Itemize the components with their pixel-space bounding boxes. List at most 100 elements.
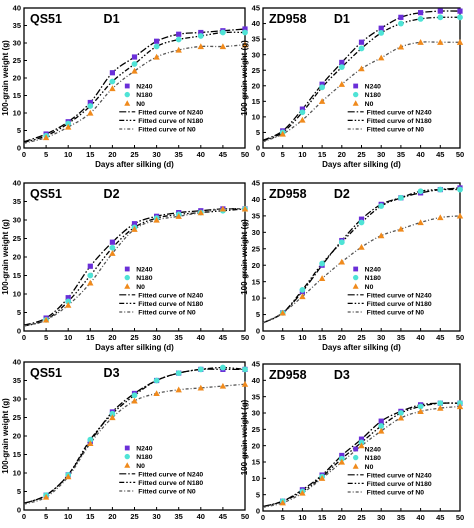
- data-point-n180: [197, 366, 204, 373]
- x-tick-label: 0: [22, 150, 26, 159]
- legend-marker-n240: [353, 266, 359, 272]
- chart-panel-zd958-d3: 05101520253035404550051015202530354045Da…: [240, 360, 464, 528]
- data-point-n180: [109, 410, 116, 417]
- data-point-n0: [131, 226, 138, 232]
- data-point-n0: [87, 440, 94, 446]
- x-tick-label: 50: [241, 512, 249, 521]
- y-axis-label: 100-grain weight (g): [240, 219, 249, 295]
- fitted-curve-n0: [262, 215, 461, 324]
- data-point-n180: [338, 239, 345, 246]
- data-point-n0: [42, 134, 50, 141]
- x-tick-label: 10: [298, 150, 306, 159]
- data-point-n240: [131, 221, 138, 227]
- x-tick-label: 45: [219, 333, 227, 342]
- data-point-n0: [456, 403, 464, 410]
- data-point-n0: [397, 43, 405, 50]
- data-point-n240: [358, 216, 365, 222]
- y-tick-label: 15: [252, 277, 260, 286]
- data-point-n0: [456, 39, 464, 45]
- x-tick-label: 15: [86, 512, 94, 521]
- data-point-n0: [338, 81, 345, 87]
- data-point-n0: [109, 414, 116, 421]
- legend-label: Fitted curve of N0: [367, 127, 425, 134]
- legend-marker-n240: [124, 83, 130, 89]
- legend-marker-n240: [124, 445, 130, 451]
- data-point-n0: [318, 98, 326, 104]
- y-tick-label: 35: [252, 211, 260, 220]
- x-tick-label: 20: [108, 150, 116, 159]
- legend-marker-n240: [353, 446, 359, 452]
- data-point-n240: [418, 10, 424, 16]
- x-tick-label: 30: [377, 150, 385, 159]
- x-tick-label: 20: [108, 333, 116, 342]
- data-point-n180: [220, 29, 226, 36]
- legend-marker-n180: [352, 274, 359, 281]
- data-point-n0: [338, 458, 345, 465]
- legend-label: Fitted curve of N240: [138, 109, 203, 116]
- plot-frame: [23, 7, 246, 149]
- data-point-n240: [358, 436, 365, 442]
- data-point-n240: [154, 38, 160, 44]
- data-point-n240: [87, 99, 93, 106]
- data-point-n0: [42, 493, 50, 500]
- data-point-n240: [378, 25, 384, 31]
- data-point-n0: [358, 65, 365, 72]
- data-point-n0: [65, 301, 72, 308]
- data-point-n0: [219, 43, 227, 50]
- data-point-n240: [131, 54, 138, 60]
- legend-label: Fitted curve of N180: [138, 118, 203, 125]
- data-point-n0: [175, 213, 182, 219]
- y-tick-label: 0: [256, 507, 260, 516]
- y-tick-label: 30: [252, 409, 260, 418]
- legend-marker-n180: [124, 91, 130, 98]
- legend-label: N0: [365, 284, 374, 291]
- legend-label: Fitted curve of N240: [138, 471, 203, 478]
- x-tick-label: 35: [397, 513, 405, 522]
- data-point-n0: [456, 212, 464, 219]
- cultivar-label: QS51: [30, 187, 62, 201]
- y-tick-label: 25: [13, 234, 21, 243]
- x-tick-label: 40: [197, 150, 205, 159]
- y-tick-label: 5: [17, 308, 21, 317]
- y-tick-label: 15: [252, 97, 260, 106]
- y-tick-label: 10: [252, 112, 260, 121]
- x-tick-label: 5: [44, 150, 48, 159]
- data-point-n240: [457, 8, 463, 14]
- data-point-n180: [220, 364, 226, 371]
- data-point-n240: [65, 295, 71, 301]
- data-point-n180: [197, 33, 204, 39]
- data-point-n180: [457, 400, 463, 407]
- data-point-n180: [358, 45, 365, 52]
- data-point-n0: [279, 499, 286, 506]
- data-point-n180: [437, 14, 444, 21]
- legend-label: Fitted curve of N0: [138, 489, 196, 496]
- fitted-curve-n240: [23, 368, 245, 504]
- data-point-n180: [87, 436, 94, 443]
- legend-label: N180: [365, 92, 381, 99]
- y-tick-label: 40: [252, 195, 260, 204]
- y-tick-label: 30: [13, 39, 21, 48]
- cultivar-label: ZD958: [269, 187, 307, 201]
- y-axis-label: 100-grain weight (g): [1, 40, 10, 116]
- data-point-n0: [153, 53, 160, 60]
- x-tick-label: 15: [86, 150, 94, 159]
- data-point-n180: [417, 188, 424, 195]
- cultivar-label: ZD958: [269, 368, 307, 382]
- y-tick-label: 0: [256, 327, 260, 336]
- y-tick-label: 10: [252, 294, 260, 303]
- x-tick-label: 10: [64, 333, 72, 342]
- legend-label: N180: [365, 455, 381, 462]
- data-point-n0: [109, 250, 116, 256]
- fitted-curve-n240: [262, 402, 461, 508]
- x-tick-label: 25: [357, 333, 365, 342]
- y-tick-label: 5: [256, 490, 260, 499]
- x-tick-label: 50: [456, 150, 464, 159]
- x-tick-label: 45: [219, 512, 227, 521]
- y-tick-label: 0: [17, 506, 21, 515]
- data-point-n180: [175, 36, 182, 43]
- x-tick-label: 50: [241, 333, 249, 342]
- data-point-n180: [338, 64, 345, 71]
- legend-label: Fitted curve of N180: [138, 301, 203, 308]
